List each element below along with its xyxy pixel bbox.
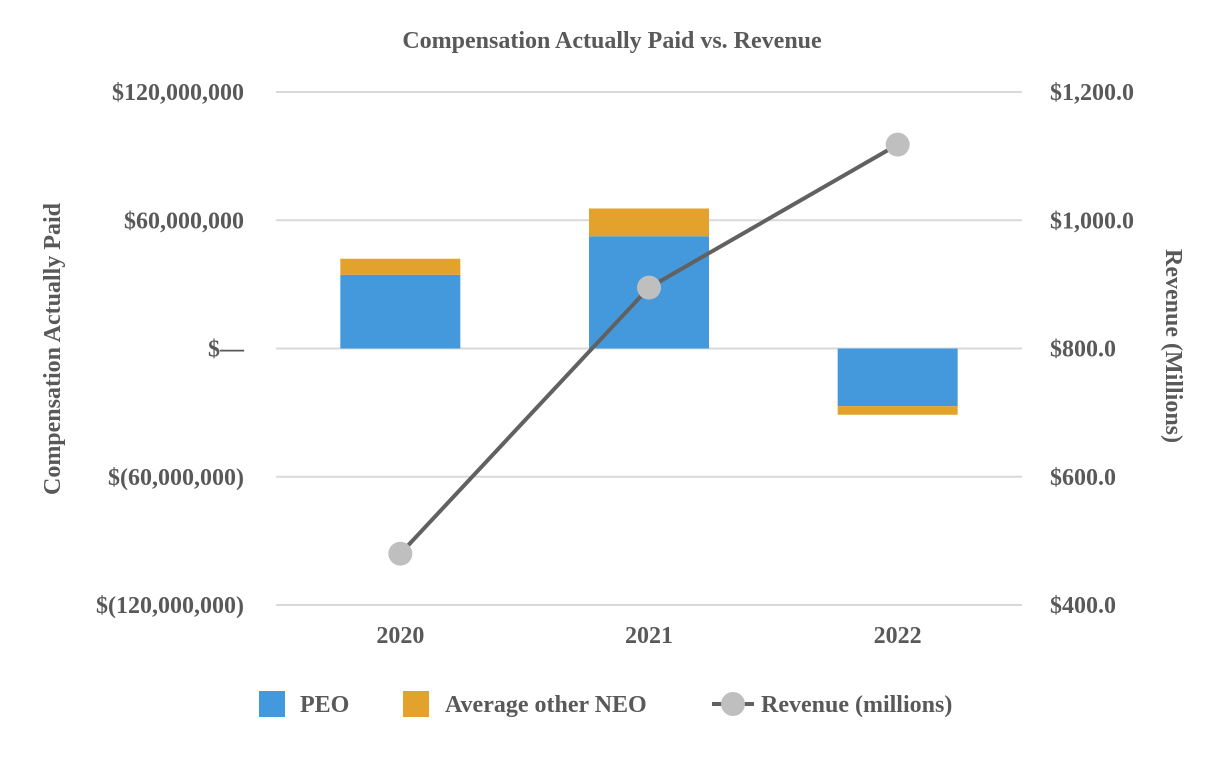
x-tick-label: 2022: [874, 623, 922, 649]
legend-label-revenue: Revenue (millions): [761, 692, 952, 718]
x-tick-label: 2020: [376, 623, 424, 649]
revenue-point: [637, 275, 661, 300]
left-tick-label: $(60,000,000): [108, 465, 244, 491]
left-tick-label: $120,000,000: [112, 80, 244, 106]
left-tick-label: $—: [208, 337, 245, 363]
revenue-point: [388, 541, 413, 566]
legend-swatch-peo: [259, 691, 285, 717]
bar-peo: [340, 274, 461, 349]
right-tick-label: $1,000.0: [1050, 208, 1134, 234]
legend-label-peo: PEO: [300, 692, 349, 718]
right-axis-title: Revenue (Millions): [1160, 249, 1186, 443]
left-tick-label: $(120,000,000): [96, 593, 244, 619]
revenue-line: [388, 132, 910, 566]
legend: PEO Average other NEO Revenue (millions): [259, 691, 952, 718]
right-axis-ticks: $1,200.0 $1,000.0 $800.0 $600.0 $400.0: [1050, 80, 1134, 619]
bar-peo: [837, 348, 958, 407]
x-tick-label: 2021: [625, 623, 673, 649]
bar-average-other-neo: [340, 258, 461, 275]
right-tick-label: $400.0: [1050, 593, 1116, 619]
bars: [340, 208, 958, 415]
right-tick-label: $800.0: [1050, 337, 1116, 363]
x-axis-ticks: 2020 2021 2022: [376, 623, 921, 649]
legend-marker-revenue: [721, 692, 745, 716]
left-tick-label: $60,000,000: [124, 208, 244, 234]
legend-label-average-other-neo: Average other NEO: [445, 692, 647, 718]
legend-swatch-average-other-neo: [403, 691, 429, 717]
revenue-point: [885, 132, 910, 157]
chart-title: Compensation Actually Paid vs. Revenue: [402, 28, 822, 54]
left-axis-title: Compensation Actually Paid: [40, 202, 66, 495]
right-tick-label: $1,200.0: [1050, 80, 1134, 106]
bar-average-other-neo: [837, 406, 958, 415]
bar-average-other-neo: [589, 208, 709, 237]
right-tick-label: $600.0: [1050, 465, 1116, 491]
left-axis-ticks: $120,000,000 $60,000,000 $— $(60,000,000) $(…: [96, 80, 245, 619]
